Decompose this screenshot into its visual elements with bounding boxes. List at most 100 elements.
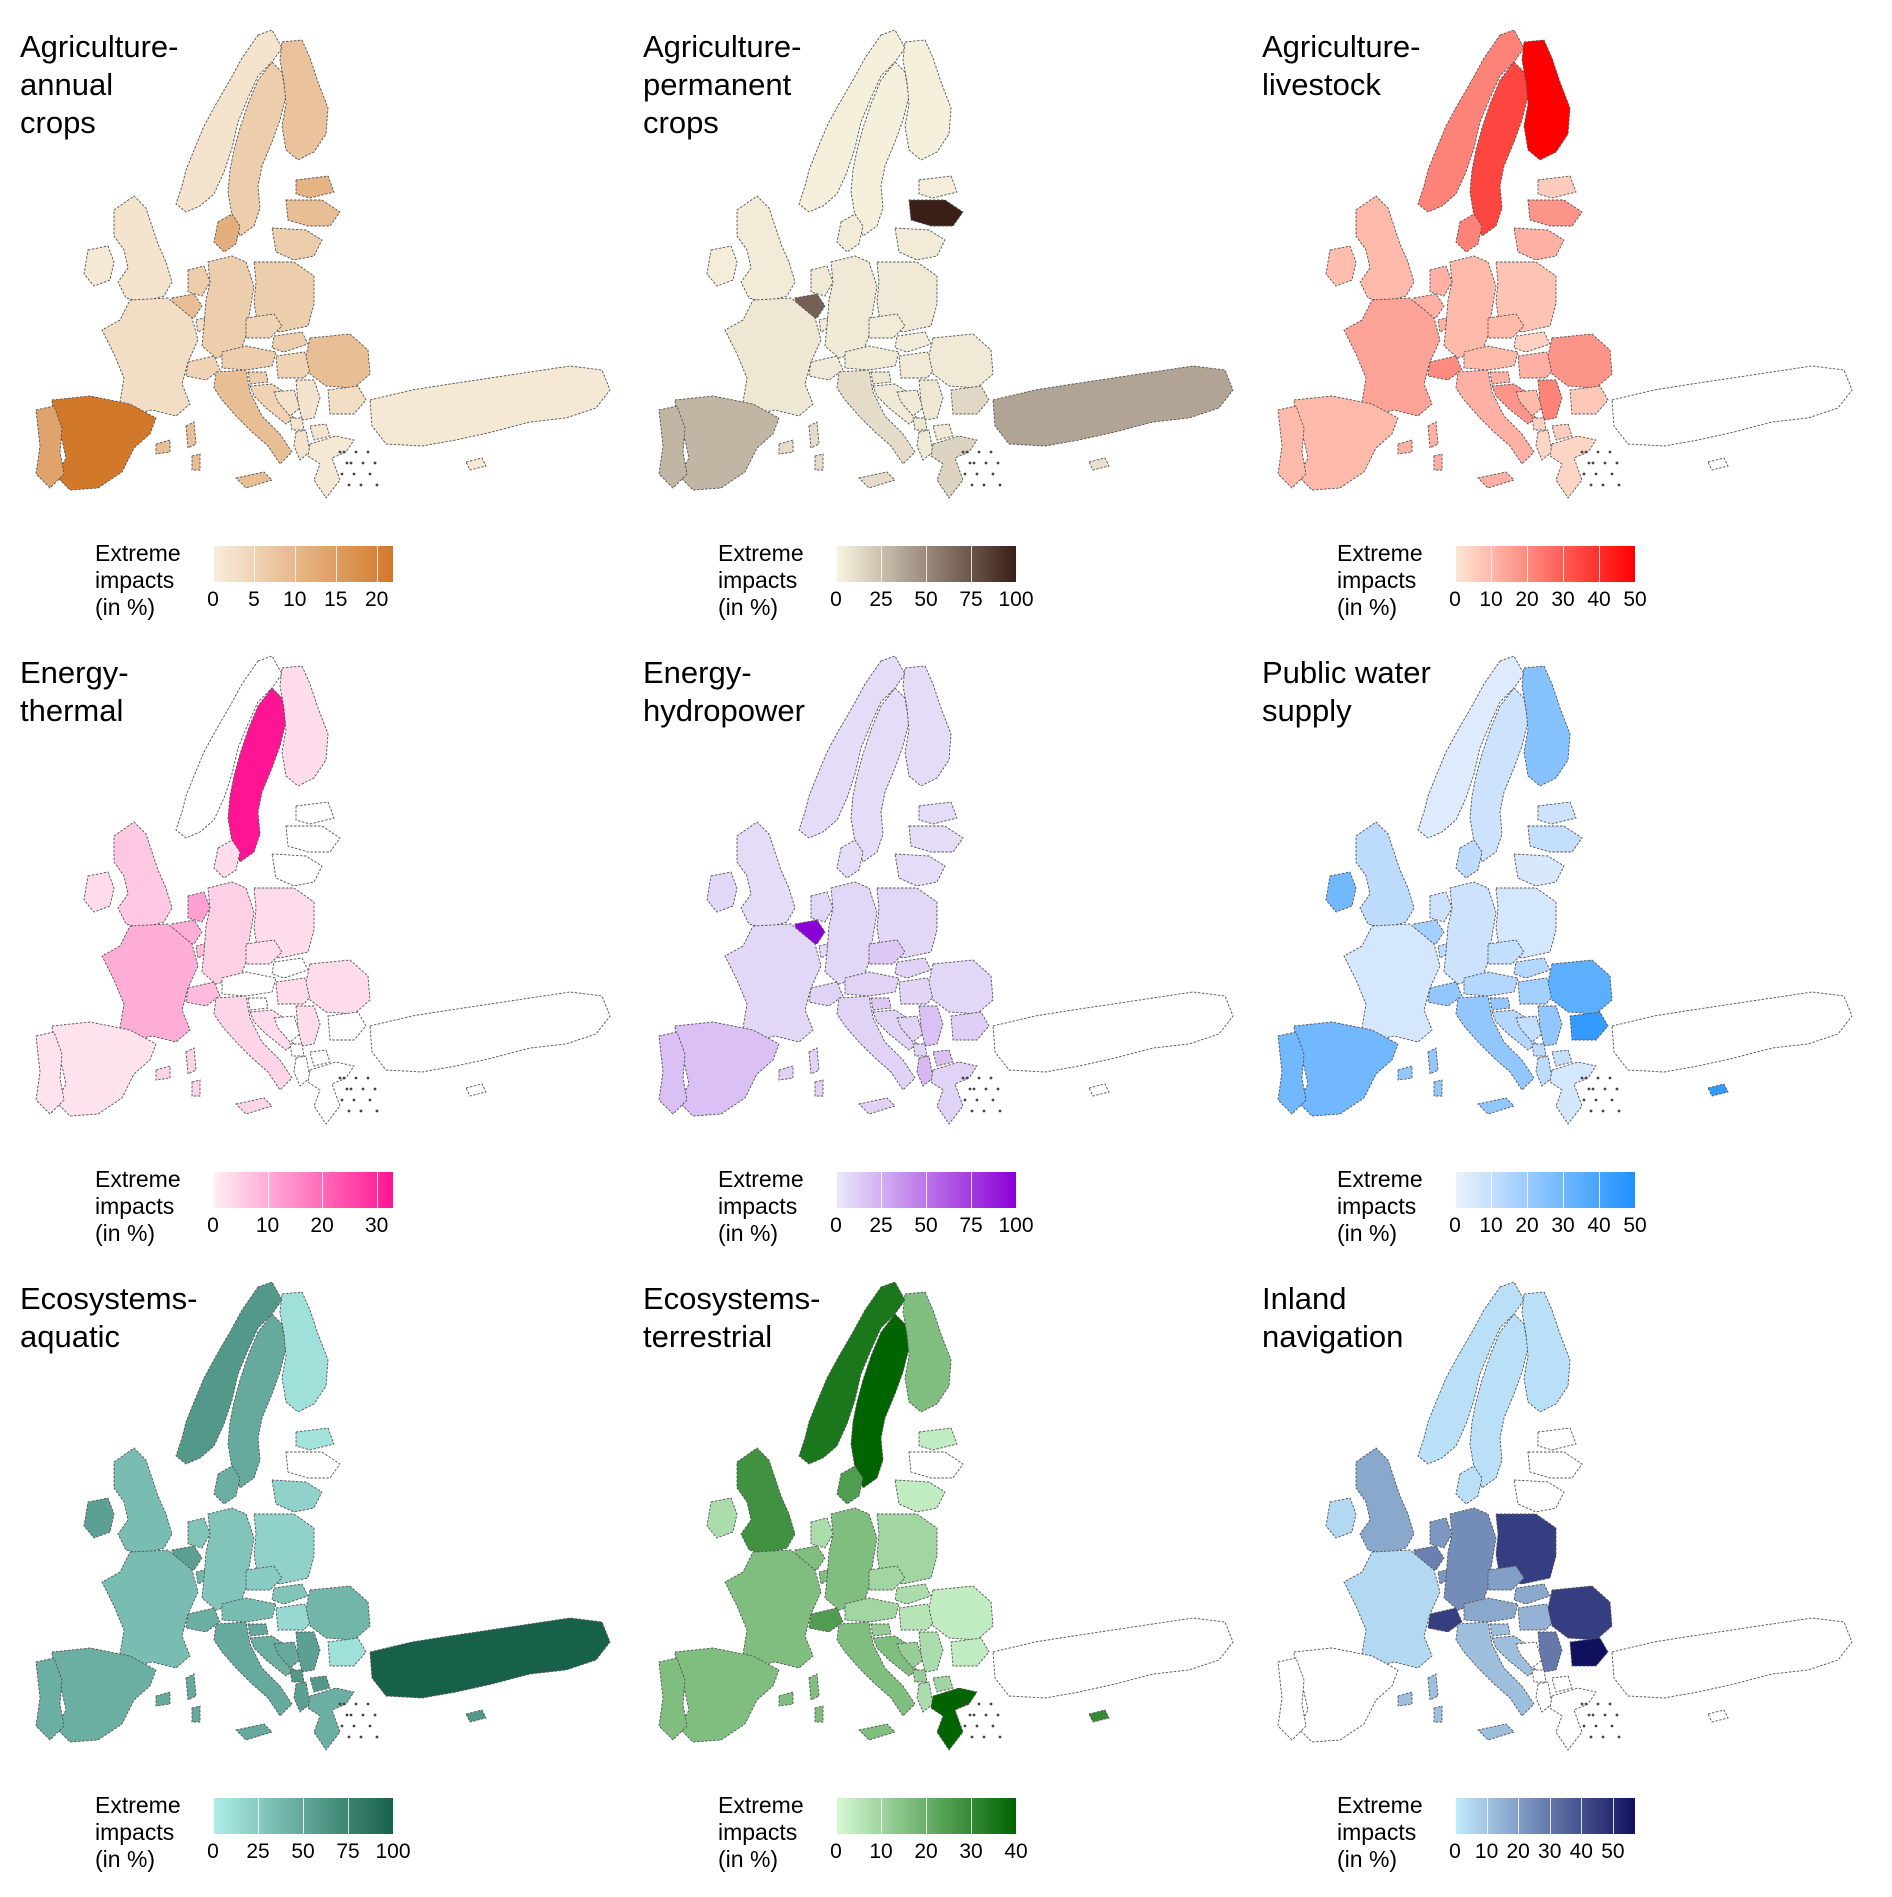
country-region-pl	[1495, 887, 1557, 959]
country-region-al	[293, 1681, 311, 1713]
aegean-island-dot	[961, 450, 965, 454]
country-region-si	[1489, 371, 1511, 385]
country-region-ba	[1515, 389, 1543, 417]
legend-tick-label: 20	[364, 588, 389, 611]
aegean-island-dot	[968, 1087, 972, 1091]
legend-title: Extreme impacts (in %)	[95, 540, 181, 620]
aegean-island-dot	[375, 1735, 379, 1739]
country-region-at	[1463, 1597, 1519, 1623]
legend-tick-label: 20	[310, 1214, 334, 1237]
legend-tick-label: 30	[364, 1214, 389, 1237]
panel-agriculture-annual-crops: Agriculture- annual crops Extreme impact…	[0, 0, 620, 625]
country-region-ie	[83, 245, 115, 287]
country-region-de	[201, 881, 255, 985]
aegean-island-dot	[359, 1735, 363, 1739]
country-region-ba	[273, 1015, 301, 1043]
country-region-lt	[271, 1479, 323, 1513]
country-region-nl	[810, 265, 834, 297]
country-region-ro	[305, 959, 371, 1015]
country-region-gr	[1549, 435, 1597, 499]
country-region-ie	[1325, 871, 1357, 913]
legend-tick-label: 100	[998, 588, 1034, 611]
choropleth-map	[35, 655, 611, 1125]
legend-gridline	[881, 546, 882, 582]
country-region-mk	[309, 1675, 331, 1693]
legend-gridline	[213, 1798, 214, 1834]
country-region-no	[175, 1281, 283, 1465]
aegean-island-dot	[1608, 450, 1612, 454]
aegean-island-dot	[352, 1724, 356, 1728]
island-region	[235, 1097, 273, 1115]
country-region-lt	[1513, 1479, 1565, 1513]
legend-gridline	[258, 1798, 259, 1834]
country-region-lv	[1527, 1451, 1583, 1479]
country-region-ie	[83, 871, 115, 913]
country-region-ba	[273, 1641, 301, 1669]
country-region-ro	[1547, 333, 1613, 389]
country-region-lt	[894, 1479, 946, 1513]
legend-tick-label: 5	[248, 588, 260, 611]
aegean-island-dot	[347, 1109, 351, 1113]
country-region-es	[674, 1647, 780, 1743]
legend-gridline	[253, 546, 255, 582]
legend-gridline	[881, 1172, 882, 1208]
country-region-lt	[1513, 227, 1565, 261]
legend-gridline	[836, 1798, 837, 1834]
aegean-island-dot	[972, 1087, 976, 1091]
country-region-mk	[1551, 1675, 1573, 1693]
country-region-ee	[918, 175, 958, 199]
aegean-island-dot	[1601, 483, 1605, 487]
legend-tick-label: 40	[1569, 1840, 1593, 1863]
aegean-island-dot	[345, 461, 349, 465]
island-region	[858, 1723, 896, 1741]
country-region-se	[1469, 61, 1529, 237]
island-region	[185, 1673, 197, 1701]
country-region-it	[836, 995, 916, 1091]
country-region-si	[247, 371, 269, 385]
aegean-island-dot	[359, 483, 363, 487]
aegean-island-dot	[1615, 1087, 1619, 1091]
aegean-island-dot	[977, 1702, 981, 1706]
aegean-island-dot	[349, 1087, 353, 1091]
country-region-no	[798, 655, 906, 839]
panel-title: Public water supply	[1262, 655, 1431, 728]
legend-gridline	[267, 1172, 269, 1208]
aegean-island-dot	[354, 1076, 358, 1080]
legend-gridline	[1455, 1172, 1456, 1208]
island-region	[814, 1705, 824, 1723]
aegean-island-dot	[361, 461, 365, 465]
country-region-pt	[658, 1031, 688, 1115]
country-region-si	[1489, 1623, 1511, 1637]
aegean-island-dot	[1603, 1713, 1607, 1717]
legend-ticks: 0 10 20 30 40 50	[1449, 1214, 1647, 1240]
legend-title: Extreme impacts (in %)	[718, 1792, 804, 1872]
country-region-nl	[1429, 265, 1453, 297]
legend-gridline	[836, 1172, 837, 1208]
aegean-island-dot	[975, 472, 979, 476]
aegean-island-dot	[366, 450, 370, 454]
country-region-it	[836, 369, 916, 465]
country-region-cy	[1088, 1709, 1110, 1723]
country-region-gr	[930, 1061, 978, 1125]
island-region	[814, 453, 824, 471]
country-region-cz	[245, 1565, 283, 1591]
country-region-si	[247, 997, 269, 1011]
aegean-island-dot	[352, 1098, 356, 1102]
legend-title: Extreme impacts (in %)	[95, 1792, 181, 1872]
country-region-es	[1293, 1647, 1399, 1743]
color-legend: Extreme impacts (in %) 0 10 20 30	[95, 1166, 475, 1251]
legend-gridline	[393, 1798, 394, 1834]
country-region-cy	[1707, 457, 1729, 471]
country-region-sk	[894, 331, 932, 353]
country-region-cz	[1487, 1565, 1525, 1591]
country-region-pl	[253, 1513, 315, 1585]
country-region-ie	[706, 245, 738, 287]
aegean-island-dot	[1584, 1702, 1588, 1706]
aegean-island-dot	[368, 1724, 372, 1728]
aegean-island-dot	[998, 1109, 1002, 1113]
color-legend: Extreme impacts (in %) 0 25 50 75 100	[718, 1166, 1098, 1251]
country-region-rs	[1537, 379, 1563, 421]
island-region	[808, 1673, 820, 1701]
country-region-uk	[113, 195, 173, 303]
country-region-si	[870, 1623, 892, 1637]
